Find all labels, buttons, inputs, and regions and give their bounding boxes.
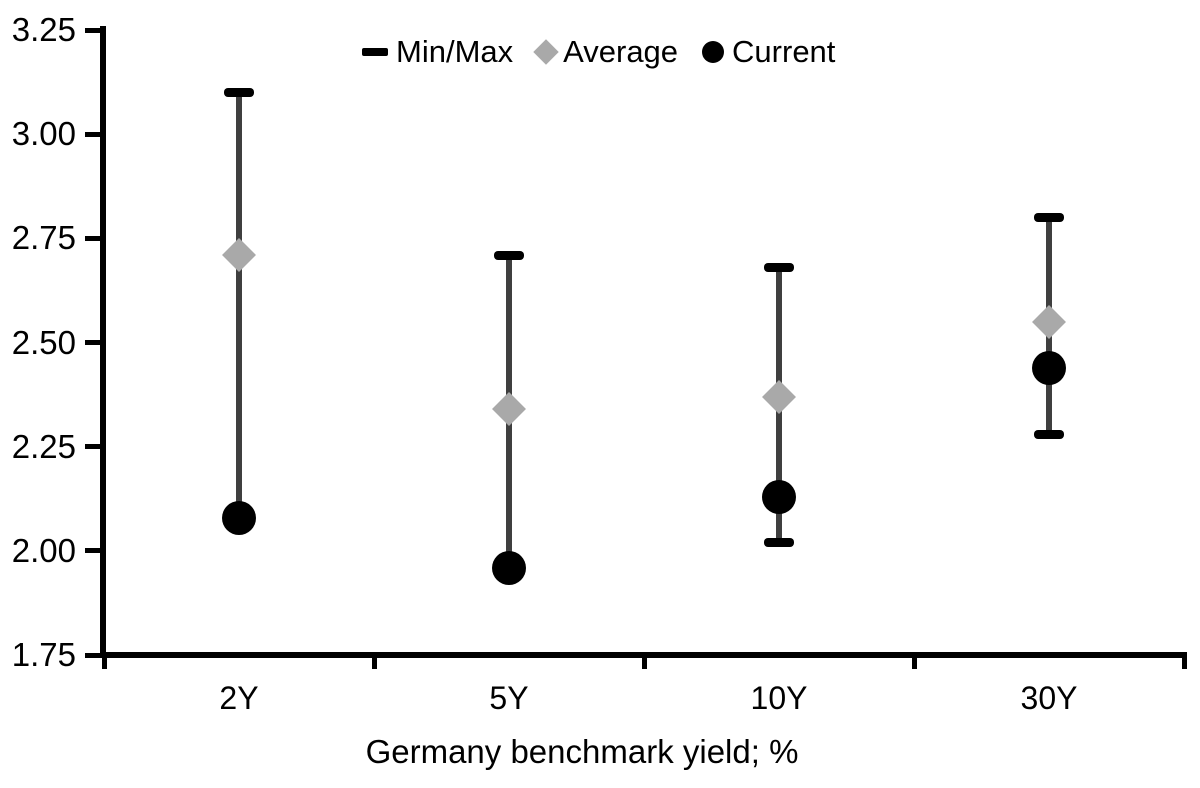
y-axis-tick-label: 3.25 xyxy=(11,11,76,48)
y-axis-tick xyxy=(85,131,100,137)
min-cap-30Y xyxy=(1034,429,1064,439)
max-cap-10Y xyxy=(764,263,794,272)
x-axis-category-label: 2Y xyxy=(219,680,259,716)
legend-label: Min/Max xyxy=(396,34,514,69)
current-marker-5Y xyxy=(492,550,526,585)
average-marker-30Y xyxy=(1032,304,1066,339)
average-marker-10Y xyxy=(762,379,796,414)
max-cap-5Y xyxy=(494,250,524,260)
y-axis-tick-label: 2.50 xyxy=(11,323,76,361)
range-line-2Y xyxy=(236,92,242,518)
x-axis-tick xyxy=(101,652,107,669)
dash-icon xyxy=(362,48,388,56)
max-cap-2Y xyxy=(224,88,254,97)
y-axis-tick xyxy=(85,27,100,33)
y-axis-line xyxy=(100,26,106,658)
diamond-icon xyxy=(533,39,559,65)
legend-item-min-max: Min/Max xyxy=(362,33,513,71)
y-axis-tick-label: 3.00 xyxy=(11,115,76,153)
legend-item-average: Average xyxy=(533,33,679,71)
x-axis-title: Germany benchmark yield; % xyxy=(365,733,799,770)
max-cap-30Y xyxy=(1034,213,1064,222)
current-marker-2Y xyxy=(222,500,256,535)
y-axis-tick xyxy=(85,340,100,345)
y-axis-tick xyxy=(85,652,100,658)
x-axis-tick xyxy=(911,652,917,669)
x-axis-category-label: 30Y xyxy=(1020,680,1078,716)
current-marker-30Y xyxy=(1032,350,1066,385)
y-axis-tick-label: 1.75 xyxy=(11,636,76,673)
circle-icon xyxy=(702,41,725,63)
y-axis-tick xyxy=(85,548,100,554)
legend-item-current: Current xyxy=(702,33,835,71)
y-axis-tick xyxy=(85,444,100,450)
current-marker-10Y xyxy=(762,479,796,514)
min-cap-10Y xyxy=(764,538,794,547)
legend-label: Current xyxy=(732,34,836,69)
x-axis-tick xyxy=(641,652,647,669)
x-axis-category-label: 10Y xyxy=(750,680,808,716)
y-axis-tick xyxy=(85,235,100,241)
average-marker-2Y xyxy=(222,238,256,272)
legend-label: Average xyxy=(563,34,679,69)
x-axis-tick xyxy=(371,652,377,669)
chart-legend: Min/Max Average Current xyxy=(362,31,835,73)
x-axis-tick xyxy=(1181,652,1187,669)
y-axis-tick-label: 2.25 xyxy=(11,427,76,465)
y-axis-tick-label: 2.00 xyxy=(11,531,76,569)
average-marker-5Y xyxy=(492,392,526,427)
x-axis-category-label: 5Y xyxy=(489,680,529,716)
y-axis-tick-label: 2.75 xyxy=(11,219,76,257)
